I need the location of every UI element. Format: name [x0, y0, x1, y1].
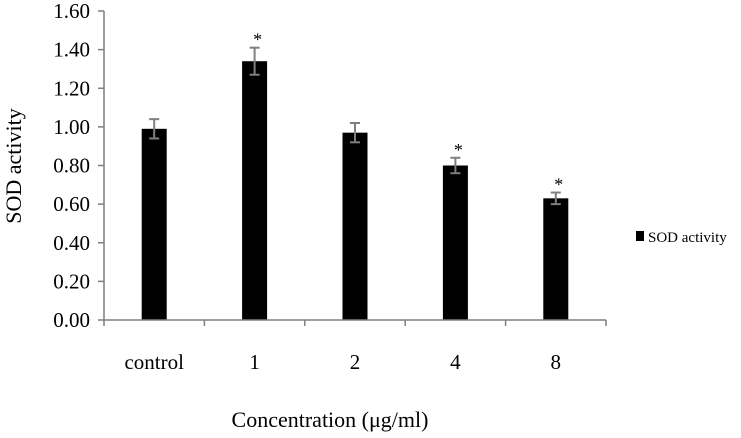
x-axis-ticks: control 1 2 4 8 — [103, 320, 607, 374]
significance-marker: * — [454, 140, 463, 160]
y-tick-label: 1.20 — [53, 76, 90, 100]
x-tick-label: control — [124, 350, 184, 374]
y-tick-label: 1.00 — [53, 115, 90, 139]
significance-marker: * — [253, 30, 262, 50]
significance-marker: * — [554, 175, 563, 195]
y-tick-label: 0.20 — [53, 269, 90, 293]
bar — [342, 132, 368, 320]
y-axis-title: SOD activity — [1, 108, 26, 224]
y-tick-label: 0.40 — [53, 231, 90, 255]
x-tick-label: 4 — [450, 350, 461, 374]
bars — [141, 61, 569, 321]
x-tick-label: 1 — [249, 350, 260, 374]
y-tick-label: 0.80 — [53, 154, 90, 178]
bar — [141, 128, 167, 320]
x-tick-label: 2 — [350, 350, 361, 374]
y-tick-label: 1.40 — [53, 38, 90, 62]
y-axis-ticks: 0.00 0.20 0.40 0.60 0.80 1.00 1.20 1.40 1.60 — [53, 0, 104, 332]
legend-label: SOD activity — [648, 230, 727, 246]
x-tick-label: 8 — [551, 350, 562, 374]
bar — [242, 61, 268, 321]
y-tick-label: 1.60 — [53, 0, 90, 23]
x-axis-title: Concentration (μg/ml) — [232, 407, 429, 432]
legend: SOD activity — [636, 230, 727, 246]
error-bars — [149, 46, 561, 206]
bar — [543, 198, 569, 320]
significance-markers: * * * — [253, 30, 563, 195]
bar — [442, 165, 468, 320]
y-tick-label: 0.60 — [53, 192, 90, 216]
y-tick-label: 0.00 — [53, 308, 90, 332]
legend-swatch — [636, 231, 644, 241]
